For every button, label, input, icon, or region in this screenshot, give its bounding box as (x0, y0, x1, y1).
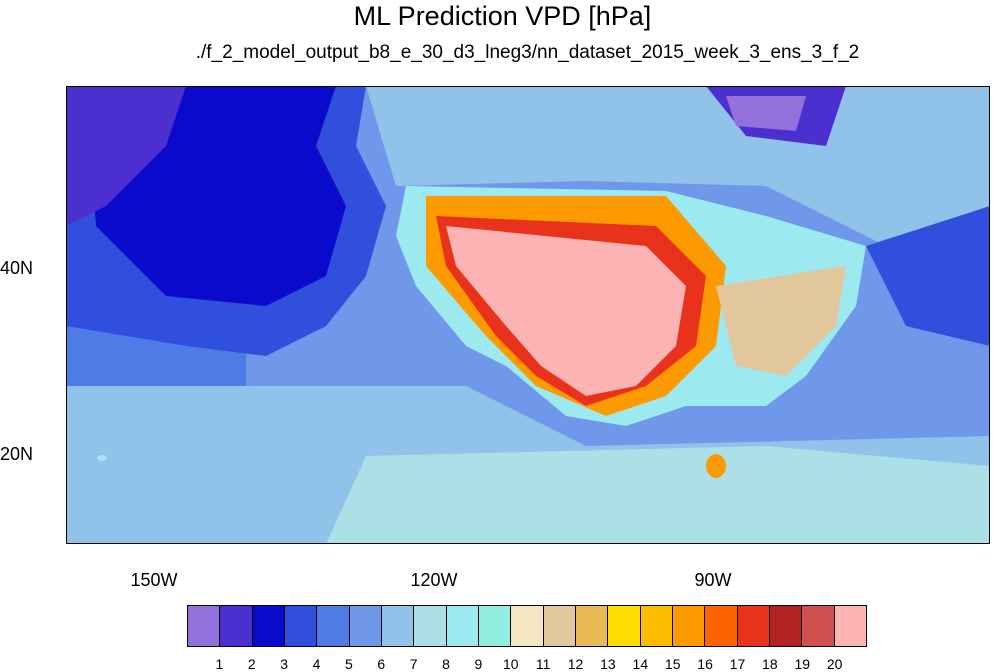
colorbar-label: 11 (535, 656, 551, 672)
colorbar-label: 1 (215, 656, 224, 672)
colorbar-label: 3 (280, 656, 289, 672)
colorbar-swatch (575, 606, 609, 646)
colorbar-swatch (349, 606, 382, 646)
colorbar-label: 7 (409, 656, 418, 672)
colorbar-label: 8 (442, 656, 450, 672)
colorbar-label: 17 (729, 656, 746, 672)
colorbar-label: 5 (344, 656, 353, 672)
colorbar-label: 13 (600, 656, 616, 672)
canada-region (366, 86, 990, 246)
colorbar-swatch (769, 606, 803, 646)
colorbar-label: 4 (312, 656, 321, 672)
colorbar-swatch (802, 606, 835, 646)
colorbar-swatch (737, 606, 770, 646)
map-frame (66, 86, 990, 544)
colorbar-swatch (446, 606, 479, 646)
colorbar (187, 605, 867, 647)
southwest-extreme (446, 226, 686, 396)
colorbar-label: 15 (664, 656, 681, 672)
colorbar-label: 19 (794, 656, 811, 672)
hudson-core (726, 96, 806, 131)
lon-label-90w: 90W (694, 570, 732, 590)
colorbar-swatch (414, 606, 447, 646)
colorbar-label: 18 (762, 656, 778, 672)
vpd-map (66, 86, 990, 544)
colorbar-swatch (640, 606, 673, 646)
hawaii-island (97, 455, 107, 461)
colorbar-swatch (220, 606, 253, 646)
lon-label-120w: 120W (410, 570, 458, 590)
colorbar-label: 9 (474, 656, 483, 672)
colorbar-label: 14 (632, 656, 649, 672)
page-subtitle: ./f_2_model_output_b8_e_30_d3_lneg3/nn_d… (195, 42, 860, 63)
colorbar-swatch (252, 606, 285, 646)
caribbean-hotspot (706, 454, 726, 478)
colorbar-swatch (608, 606, 641, 646)
colorbar-swatch (284, 606, 318, 646)
colorbar-label: 10 (503, 656, 519, 672)
page-title: ML Prediction VPD [hPa] (353, 1, 652, 31)
lat-label-20n: 20N (0, 444, 34, 464)
map-canvas (66, 86, 990, 544)
southeast-warm (716, 266, 846, 376)
colorbar-swatch (478, 606, 512, 646)
lon-label-150w: 150W (130, 570, 178, 590)
colorbar-swatch (381, 606, 415, 646)
colorbar-swatch (834, 606, 866, 646)
colorbar-label: 12 (567, 656, 584, 672)
north-pacific-zone (66, 86, 186, 226)
colorbar-label: 20 (826, 656, 843, 672)
tropical-core (326, 446, 990, 544)
colorbar-label: 6 (377, 656, 386, 672)
colorbar-swatch (317, 606, 350, 646)
colorbar-swatch (511, 606, 544, 646)
lat-label-40n: 40N (0, 258, 34, 278)
colorbar-label: 2 (247, 656, 256, 672)
colorbar-swatch (672, 606, 706, 646)
colorbar-label: 16 (697, 656, 713, 672)
atlantic-region (866, 206, 990, 346)
colorbar-swatch (705, 606, 738, 646)
colorbar-swatch (543, 606, 576, 646)
colorbar-swatch (188, 606, 221, 646)
